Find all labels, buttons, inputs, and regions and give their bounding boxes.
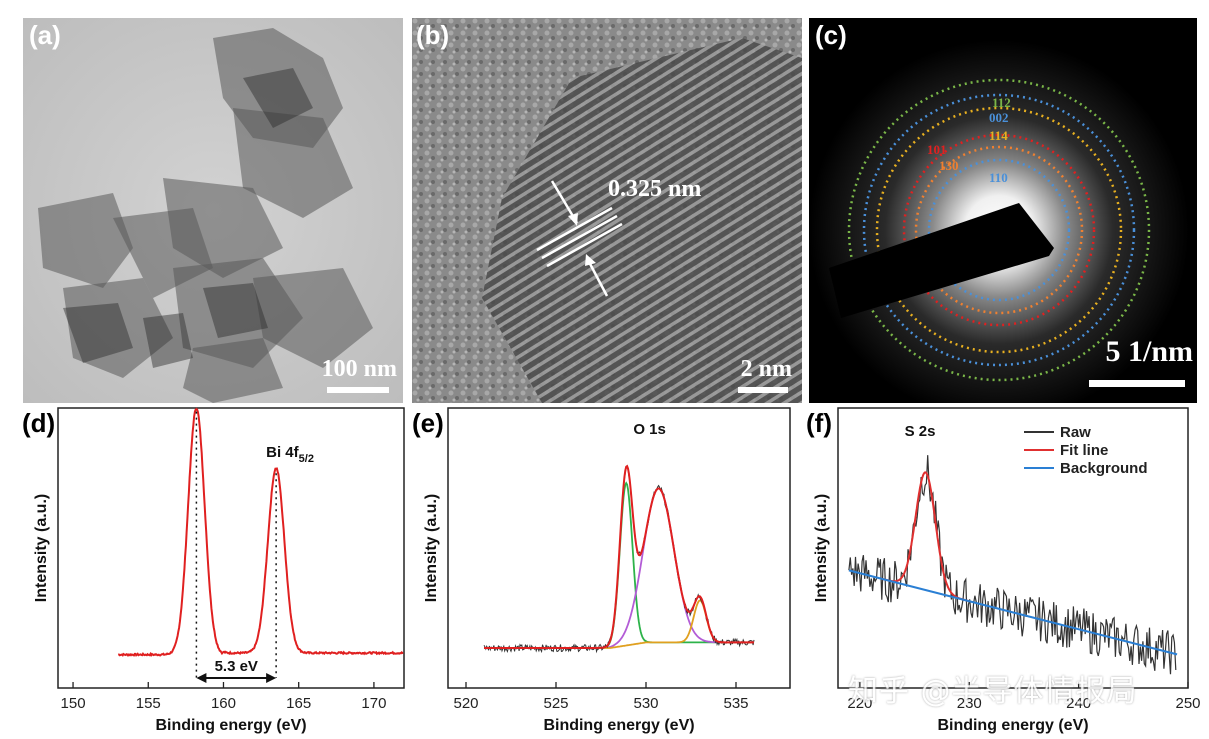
scale-bar-label-a: 100 nm [321, 356, 397, 382]
x-axis-label: Binding energy (eV) [543, 717, 694, 734]
lattice-spacing-label: 0.325 nm [608, 176, 702, 202]
x-tick-label: 525 [543, 695, 568, 712]
chart-d-bi4f: 150 155 160 165 170 Binding energy (eV) Intens… [33, 407, 405, 734]
bi4f-spectrum-line [117, 407, 404, 657]
scale-bar-label-b: 2 nm [740, 356, 792, 382]
y-axis-label: Intensity (a.u.) [813, 494, 830, 602]
scale-bar-label-c: 5 1/nm [1105, 335, 1193, 368]
s2s-background-line [848, 569, 1178, 656]
x-tick-label: 220 [847, 695, 872, 712]
panel-label-e: (e) [412, 408, 444, 438]
scale-bar-a [327, 387, 389, 393]
ring-label-002: 002 [989, 110, 1009, 125]
x-axis-label: Binding energy (eV) [937, 717, 1088, 734]
legend-label: Raw [1060, 424, 1091, 441]
splitting-label: 5.3 eV [215, 658, 258, 675]
saed-ring-114 [875, 106, 1123, 354]
x-tick-label: 250 [1175, 695, 1200, 712]
x-tick-label: 150 [61, 695, 86, 712]
x-axis-label: Binding energy (eV) [155, 717, 306, 734]
chart-f-title: S 2s [905, 423, 936, 440]
o1s-fit-line [484, 464, 754, 649]
panel-b-hrtem-image: (b) 0.325 nm 2 nm [412, 18, 802, 403]
x-tick-label: 165 [286, 695, 311, 712]
x-tick-label: 530 [633, 695, 658, 712]
chart-e-title: O 1s [633, 421, 666, 438]
x-tick-label: 230 [957, 695, 982, 712]
ring-label-112: 112 [992, 95, 1011, 110]
saed-ring-112 [847, 78, 1151, 382]
s2s-fit-line [881, 471, 970, 603]
panel-label-b: (b) [416, 20, 450, 50]
saed-ring-101 [902, 133, 1096, 327]
ring-label-101: 101 [927, 142, 947, 157]
panel-a-tem-image: (a) 100 nm [23, 18, 403, 403]
saed-ring-130 [914, 145, 1084, 315]
legend-label: Background [1060, 460, 1148, 477]
legend-label: Fit line [1060, 442, 1108, 459]
ring-label-130: 130 [939, 158, 959, 173]
x-tick-label: 240 [1066, 695, 1091, 712]
saed-ring-110 [927, 158, 1071, 302]
arrowhead-left [196, 673, 207, 683]
scale-bar-c [1089, 380, 1185, 387]
scale-bar-b [738, 387, 788, 393]
chart-f-s2s: 220 230 240 250 Binding energy (eV) Intensity… [813, 407, 1201, 734]
watermark: 知乎 @半导体情报局 [848, 674, 1138, 709]
ring-label-110: 110 [989, 170, 1008, 185]
plot-frame [837, 407, 1189, 689]
plot-frame [57, 407, 405, 689]
arrowhead-right [266, 673, 277, 683]
panel-label-d: (d) [22, 408, 56, 438]
y-axis-label: Intensity (a.u.) [33, 494, 50, 602]
panel-label-c: (c) [815, 20, 847, 50]
x-tick-label: 160 [211, 695, 236, 712]
x-tick-label: 170 [361, 695, 386, 712]
y-axis-label: Intensity (a.u.) [423, 494, 440, 602]
panel-label-f: (f) [806, 408, 832, 438]
panel-c-saed-pattern: 112 002 114 101 130 110 (c) 5 1/nm [809, 18, 1197, 403]
x-tick-label: 155 [136, 695, 161, 712]
ring-label-114: 114 [989, 128, 1008, 143]
saed-rings [809, 40, 1189, 403]
saed-ring-002 [862, 93, 1136, 367]
x-tick-label: 520 [453, 695, 478, 712]
chart-e-o1s: 520 525 530 535 Binding energy (eV) Intensity… [423, 407, 791, 734]
tem-flakes [23, 18, 403, 403]
panel-label-a: (a) [29, 20, 61, 50]
hrtem-lattice [412, 18, 802, 403]
lattice-spacing-marker [536, 180, 623, 297]
x-tick-label: 535 [723, 695, 748, 712]
